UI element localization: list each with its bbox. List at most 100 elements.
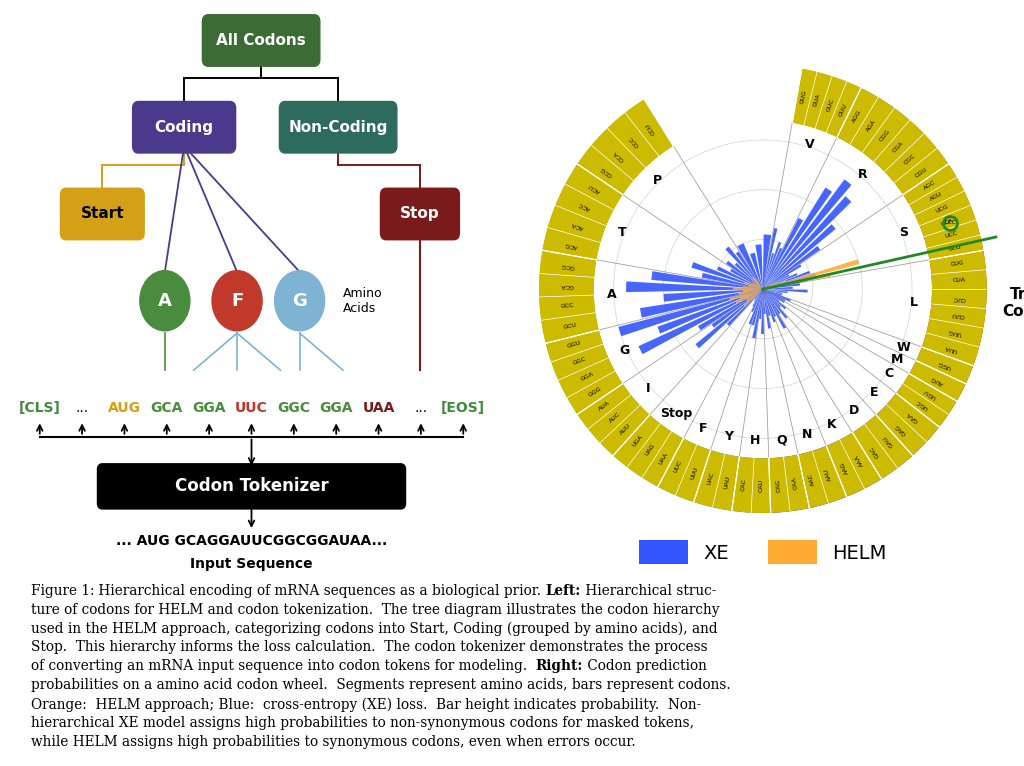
Bar (746, 289, 763, 302)
Polygon shape (793, 69, 861, 137)
Bar (717, 267, 763, 289)
Bar (763, 289, 786, 329)
Text: E: E (869, 386, 878, 399)
Bar (712, 289, 763, 328)
Polygon shape (922, 250, 987, 365)
Text: UAU: UAU (723, 476, 731, 489)
Polygon shape (732, 457, 771, 513)
Text: AUU: AUU (620, 423, 632, 436)
Bar (763, 289, 771, 329)
Text: ...: ... (415, 401, 427, 414)
Bar (763, 279, 807, 289)
Circle shape (274, 270, 325, 331)
Bar (763, 259, 859, 289)
FancyBboxPatch shape (97, 464, 406, 509)
Bar (763, 280, 786, 289)
Bar (763, 179, 852, 289)
Text: F: F (231, 292, 243, 309)
Bar (753, 289, 763, 339)
Bar (749, 289, 763, 325)
Text: I: I (646, 382, 650, 395)
Bar (763, 289, 768, 291)
Text: GUU: GUU (838, 103, 848, 117)
Text: UGC: UGC (914, 398, 929, 411)
Text: AAG: AAG (840, 461, 849, 475)
Bar (763, 283, 776, 289)
Text: Hierarchical struc-: Hierarchical struc- (581, 584, 716, 597)
Text: All Codons: All Codons (216, 33, 306, 48)
Text: Q: Q (776, 434, 786, 447)
Bar (695, 289, 763, 349)
Bar (698, 289, 763, 330)
Circle shape (212, 270, 262, 331)
Text: AAA: AAA (854, 453, 865, 467)
Bar (743, 289, 763, 292)
Text: UCG: UCG (935, 205, 949, 214)
Bar (737, 244, 763, 289)
Bar (759, 289, 763, 319)
Text: GGG: GGG (588, 386, 603, 398)
Bar (763, 289, 787, 319)
Text: P: P (653, 174, 663, 187)
Bar (756, 282, 763, 289)
Bar (763, 188, 831, 289)
Bar (763, 289, 771, 316)
Text: GGA: GGA (193, 401, 226, 414)
Text: Amino
Acids: Amino Acids (343, 286, 383, 315)
Bar (763, 242, 781, 289)
Text: Start: Start (81, 207, 124, 221)
Bar (738, 289, 763, 295)
Text: UAG: UAG (644, 444, 656, 457)
FancyBboxPatch shape (203, 15, 319, 66)
Bar (763, 246, 820, 289)
Text: W: W (896, 341, 910, 354)
Bar (763, 289, 786, 309)
Text: GAC: GAC (868, 444, 880, 458)
Polygon shape (578, 384, 649, 456)
Text: CUC: CUC (952, 295, 966, 300)
Bar (640, 289, 763, 318)
Bar (726, 261, 763, 289)
Text: UAC: UAC (707, 472, 715, 486)
Polygon shape (613, 415, 683, 486)
Text: M: M (891, 352, 903, 365)
Text: AUA: AUA (598, 400, 611, 411)
Polygon shape (769, 454, 809, 513)
Bar (763, 289, 784, 303)
Text: AGU: AGU (929, 192, 943, 202)
Bar (763, 224, 836, 289)
Text: K: K (827, 417, 837, 430)
Bar (763, 289, 779, 301)
Polygon shape (837, 88, 948, 195)
Bar (691, 262, 763, 289)
Text: CCG: CCG (599, 165, 613, 177)
Text: A: A (606, 288, 616, 301)
Bar (763, 289, 776, 316)
Bar (763, 271, 810, 289)
Text: AUC: AUC (608, 412, 622, 424)
Text: GCA: GCA (151, 401, 183, 414)
Text: AUG: AUG (108, 401, 141, 414)
Text: ACC: ACC (578, 201, 592, 211)
Bar (763, 289, 781, 307)
Text: D: D (849, 404, 859, 417)
Text: [EOS]: [EOS] (441, 401, 485, 414)
Bar (752, 289, 763, 326)
Bar (752, 283, 763, 289)
Text: Figure 1:: Figure 1: (31, 584, 94, 597)
Bar (763, 289, 782, 296)
FancyBboxPatch shape (280, 102, 397, 153)
Bar (756, 279, 763, 289)
Bar (651, 271, 763, 289)
FancyBboxPatch shape (381, 188, 460, 240)
Bar (743, 282, 763, 289)
Text: Coding: Coding (155, 119, 214, 135)
Bar (743, 289, 763, 306)
Text: UCC: UCC (945, 221, 956, 225)
Bar (754, 289, 763, 302)
Text: CUA: CUA (952, 278, 966, 283)
Text: V: V (805, 139, 814, 152)
Text: UUC: UUC (236, 401, 268, 414)
Text: A: A (158, 292, 172, 309)
Bar (763, 264, 802, 289)
